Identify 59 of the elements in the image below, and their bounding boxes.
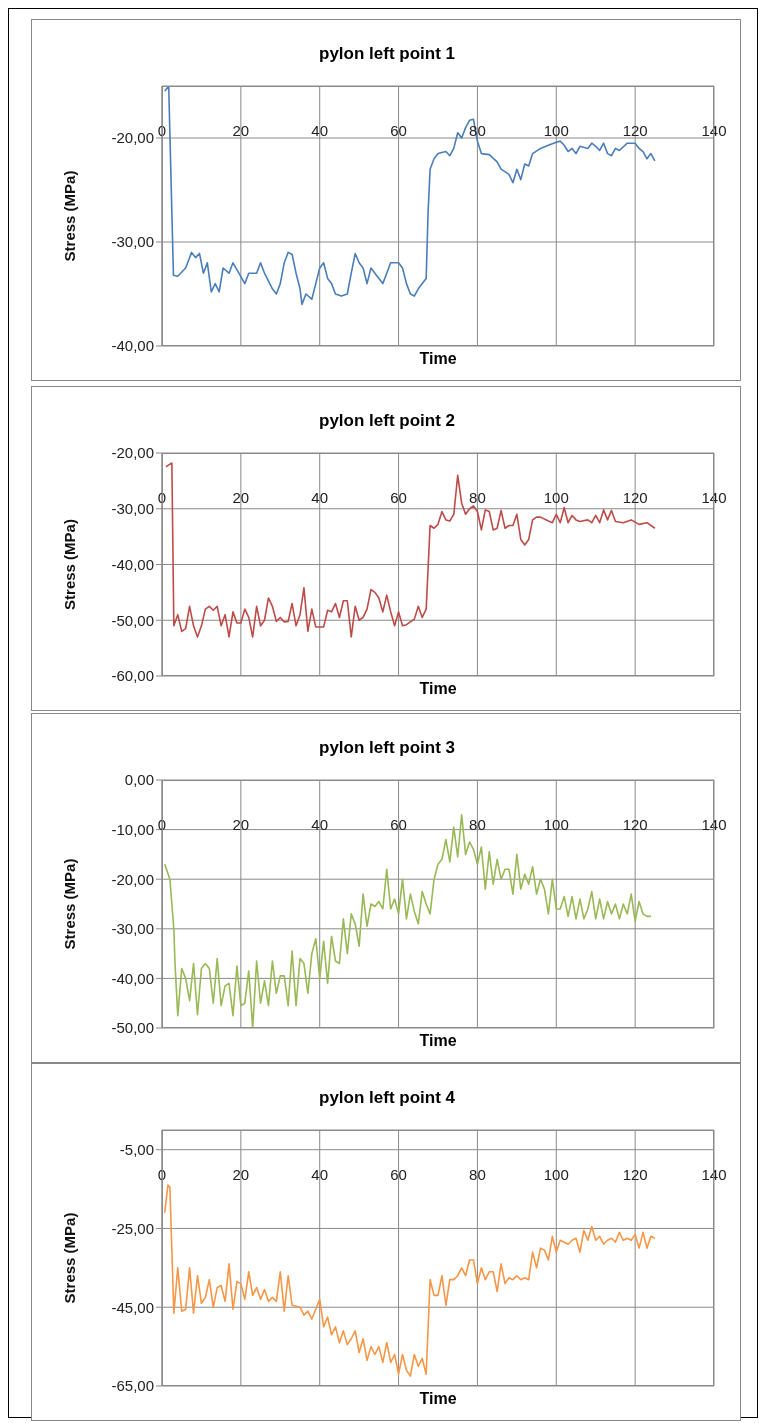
y-tick-label: -20,00: [111, 870, 154, 888]
x-tick-label: 140: [701, 488, 727, 506]
x-tick-label: 40: [311, 121, 329, 139]
line-series: [165, 462, 656, 638]
y-tick-label: -40,00: [111, 969, 154, 987]
x-tick-label: 120: [622, 1165, 648, 1183]
y-tick-label: -40,00: [111, 337, 154, 355]
x-tick-label: 140: [701, 121, 727, 139]
y-tick-label: -25,00: [111, 1219, 154, 1237]
x-axis-title: Time: [418, 350, 458, 368]
y-tick-label: -50,00: [111, 611, 154, 629]
y-tick-label: 0,00: [124, 771, 154, 789]
x-tick-label: 20: [232, 815, 250, 833]
y-axis-title: Stress (MPa): [61, 858, 79, 950]
y-tick-label: -20,00: [111, 444, 154, 462]
x-axis-title: Time: [418, 1390, 458, 1408]
x-tick-label: 100: [543, 815, 569, 833]
x-tick-label: 120: [622, 121, 648, 139]
y-axis-title: Stress (MPa): [61, 519, 79, 610]
y-axis-title: Stress (MPa): [61, 1212, 79, 1304]
y-tick-label: -30,00: [111, 500, 154, 518]
y-tick-label: -45,00: [111, 1298, 154, 1316]
x-tick-label: 40: [311, 488, 329, 506]
y-tick-label: -65,00: [111, 1377, 154, 1395]
y-tick-label: -20,00: [111, 129, 154, 147]
y-tick-label: -10,00: [111, 820, 154, 838]
x-tick-label: 120: [622, 815, 648, 833]
x-tick-label: 60: [390, 815, 407, 833]
x-tick-label: 140: [701, 815, 727, 833]
x-tick-label: 60: [390, 1165, 407, 1183]
x-tick-label: 100: [543, 121, 569, 139]
x-tick-label: 80: [469, 1165, 486, 1183]
y-tick-label: -30,00: [111, 233, 154, 251]
y-tick-label: -40,00: [111, 555, 154, 573]
x-tick-label: 20: [232, 121, 250, 139]
x-tick-label: 80: [469, 815, 486, 833]
x-tick-label: 120: [622, 488, 648, 506]
x-tick-label: 20: [232, 1165, 250, 1183]
x-tick-label: 80: [469, 488, 486, 506]
chart-title: pylon left point 1: [318, 44, 456, 64]
x-tick-label: 60: [390, 488, 407, 506]
x-tick-label: 20: [232, 488, 250, 506]
y-tick-label: -30,00: [111, 920, 154, 938]
chart-title: pylon left point 3: [318, 738, 456, 758]
y-tick-label: -50,00: [111, 1019, 154, 1037]
x-axis-title: Time: [418, 1032, 458, 1050]
x-tick-label: 60: [390, 121, 407, 139]
chart-title: pylon left point 2: [318, 411, 456, 431]
x-tick-label: 40: [311, 815, 329, 833]
x-tick-label: 100: [543, 1165, 569, 1183]
x-tick-label: 100: [543, 488, 569, 506]
x-tick-label: 40: [311, 1165, 329, 1183]
x-axis-title: Time: [418, 680, 458, 698]
chart-title: pylon left point 4: [318, 1088, 456, 1108]
x-tick-label: 140: [701, 1165, 727, 1183]
y-tick-label: -60,00: [111, 667, 154, 685]
y-axis-title: Stress (MPa): [61, 170, 79, 262]
y-tick-label: -5,00: [119, 1141, 154, 1159]
line-series: [163, 1184, 656, 1377]
